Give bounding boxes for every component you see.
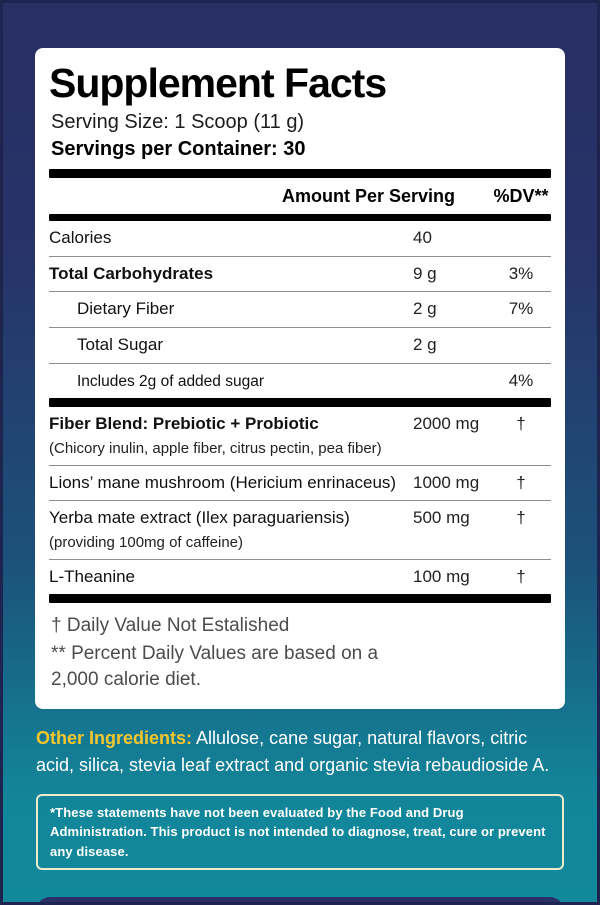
fact-row-l-theanine: L-Theanine 100 mg † bbox=[49, 558, 551, 595]
row-dv: † bbox=[516, 566, 526, 586]
row-amount: 100 mg bbox=[413, 566, 470, 586]
fact-row-dietary-fiber: Dietary Fiber 2 g 7% bbox=[49, 291, 551, 327]
other-ingredients-list: Allulose, cane sugar, natural flavors, c… bbox=[36, 727, 550, 775]
row-dv: † bbox=[516, 472, 526, 492]
row-name: L-Theanine bbox=[49, 566, 136, 586]
disclaimer-text: *These statements have not been evaluate… bbox=[50, 804, 546, 859]
row-name: Calories bbox=[49, 228, 112, 247]
row-name: Dietary Fiber bbox=[77, 299, 175, 319]
fact-row-total-carbohydrates: Total Carbohydrates 9 g 3% bbox=[49, 255, 551, 292]
supplement-facts-title: Supplement Facts bbox=[49, 60, 387, 106]
row-name: Includes 2g of added sugar bbox=[77, 372, 264, 390]
facts-header-row: Amount Per Serving %DV** bbox=[49, 178, 551, 214]
fact-row-lions-mane: Lions’ mane mushroom (Hericium enrinaceu… bbox=[49, 464, 551, 501]
other-ingredients-label: Other Ingredients: bbox=[36, 727, 193, 748]
row-dv: 7% bbox=[508, 299, 534, 319]
row-amount: 2 g bbox=[413, 299, 437, 319]
row-subtext: (Chicory inulin, apple fiber, citrus pec… bbox=[49, 439, 382, 457]
disclaimer-box: *These statements have not been evaluate… bbox=[36, 793, 564, 871]
fact-row-total-sugar: Total Sugar 2 g bbox=[49, 326, 551, 363]
dv-header: %DV** bbox=[493, 186, 549, 206]
medium-divider bbox=[49, 214, 551, 221]
servings-per-container-text: Servings per Container: 30 bbox=[51, 138, 306, 160]
row-dv: 3% bbox=[508, 263, 534, 283]
fact-row-fiber-blend: Fiber Blend: Prebiotic + Probiotic 2000 … bbox=[49, 407, 551, 464]
supplement-facts-panel: Supplement Facts Serving Size: 1 Scoop (… bbox=[35, 48, 565, 709]
other-ingredients-text: Other Ingredients: Allulose, cane sugar,… bbox=[36, 725, 564, 779]
fact-row-added-sugar: Includes 2g of added sugar 4% bbox=[49, 362, 551, 399]
row-dv: 4% bbox=[508, 370, 534, 390]
row-name: Lions’ mane mushroom (Hericium enrinaceu… bbox=[49, 472, 397, 492]
tagline-banner: DEJA QUE FLUYA LA MAGIA bbox=[36, 897, 564, 902]
thick-divider bbox=[49, 169, 551, 178]
row-name: Total Carbohydrates bbox=[49, 263, 214, 283]
thick-divider bbox=[49, 398, 551, 408]
row-subtext: (providing 100mg of caffeine) bbox=[49, 533, 244, 551]
fact-row-calories: Calories 40 bbox=[49, 221, 551, 256]
row-amount: 9 g bbox=[413, 263, 437, 283]
row-dv: † bbox=[516, 508, 526, 528]
row-amount: 500 mg bbox=[413, 508, 470, 528]
row-amount: 2 g bbox=[413, 334, 437, 354]
row-amount: 2000 mg bbox=[413, 414, 480, 434]
row-name: Fiber Blend: Prebiotic + Probiotic bbox=[49, 414, 319, 434]
row-name: Total Sugar bbox=[77, 334, 163, 354]
thick-divider bbox=[49, 594, 551, 604]
fact-row-yerba-mate: Yerba mate extract (Ilex paraguariensis)… bbox=[49, 500, 551, 558]
daily-value-footnote: † Daily Value Not Estalished bbox=[51, 615, 290, 637]
percent-dv-footnote: ** Percent Daily Values are based on a 2… bbox=[51, 643, 379, 690]
row-amount: 1000 mg bbox=[413, 472, 480, 492]
row-name: Yerba mate extract (Ilex paraguariensis) bbox=[49, 508, 350, 528]
row-amount: 40 bbox=[413, 228, 432, 247]
serving-size-text: Serving Size: 1 Scoop (11 g) bbox=[51, 111, 305, 133]
row-dv: † bbox=[516, 414, 526, 434]
amount-per-serving-header: Amount Per Serving bbox=[281, 186, 455, 206]
